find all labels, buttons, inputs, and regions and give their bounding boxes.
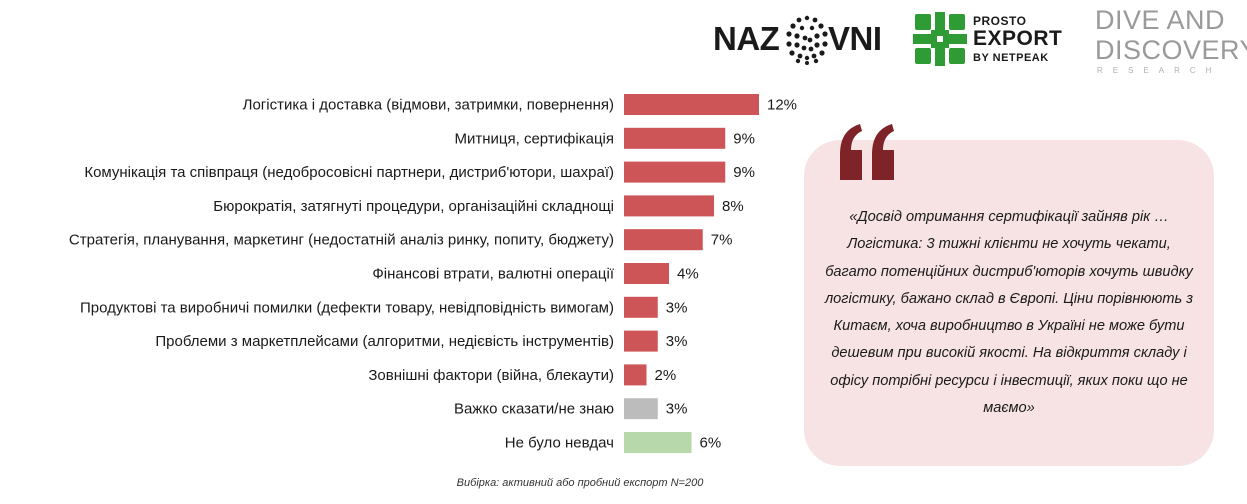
value-label: 3% [666, 401, 688, 418]
category-label: Комунікація та співпраця (недобросовісні… [84, 164, 614, 181]
dive-logo-line1: DIVE AND [1095, 5, 1226, 35]
bar [624, 296, 658, 318]
category-label: Бюрократія, затягнуті процедури, організ… [213, 198, 614, 215]
prosto-export-cross-icon [913, 12, 967, 66]
bar-chart: Логістика і доставка (відмови, затримки,… [69, 94, 797, 453]
value-label: 9% [733, 130, 755, 147]
nazovni-logo-dots-icon [786, 15, 828, 65]
nazovni-logo-text-left: NAZ [713, 20, 780, 57]
sample-note: Вибірка: активний або пробний експорт N=… [456, 477, 704, 489]
bar [624, 432, 692, 453]
value-label: 7% [711, 232, 733, 249]
bar [624, 364, 647, 386]
value-label: 6% [700, 435, 722, 452]
category-label: Фінансові втрати, валютні операції [372, 266, 614, 283]
category-label: Важко сказати/не знаю [454, 401, 614, 418]
quote-text: «Досвід отримання сертифікації зайняв рі… [824, 209, 1194, 417]
category-label: Продуктові та виробничі помилки (дефекти… [80, 299, 614, 316]
bar [624, 127, 726, 149]
prosto-export-line2: EXPORT [973, 27, 1063, 50]
bar [624, 229, 703, 251]
prosto-export-line1: PROSTO [973, 14, 1027, 28]
bar [624, 161, 726, 183]
bar [624, 195, 714, 217]
category-label: Стратегія, планування, маркетинг (недост… [69, 232, 614, 249]
category-label: Логістика і доставка (відмови, затримки,… [243, 97, 614, 114]
bar [624, 263, 669, 284]
bar [624, 94, 759, 115]
value-label: 3% [666, 299, 688, 316]
value-label: 2% [655, 367, 677, 384]
dive-logo-line3: RESEARCH [1097, 66, 1222, 75]
dive-logo-line2: DISCOVERY [1095, 35, 1247, 65]
category-label: Зовнішні фактори (війна, блекаути) [368, 367, 614, 384]
prosto-export-line3: BY NETPEAK [973, 52, 1049, 64]
value-label: 12% [767, 97, 797, 114]
value-label: 8% [722, 198, 744, 215]
dive-and-discovery-logo: DIVE AND DISCOVERY RESEARCH [1095, 5, 1247, 78]
value-label: 3% [666, 333, 688, 350]
nazovni-logo-text-right: VNI [828, 20, 882, 57]
bar [624, 330, 658, 352]
quote-box [804, 140, 1214, 466]
quote-mark-icon [840, 124, 894, 180]
value-label: 9% [733, 164, 755, 181]
bar [624, 398, 658, 420]
prosto-export-logo: PROSTO EXPORT BY NETPEAK [913, 12, 1085, 68]
value-label: 4% [677, 266, 699, 283]
category-label: Митниця, сертифікація [454, 130, 614, 147]
category-label: Проблеми з маркетплейсами (алгоритми, не… [155, 333, 614, 350]
nazovni-logo: NAZ VNI [713, 12, 903, 66]
category-label: Не було невдач [505, 435, 614, 452]
